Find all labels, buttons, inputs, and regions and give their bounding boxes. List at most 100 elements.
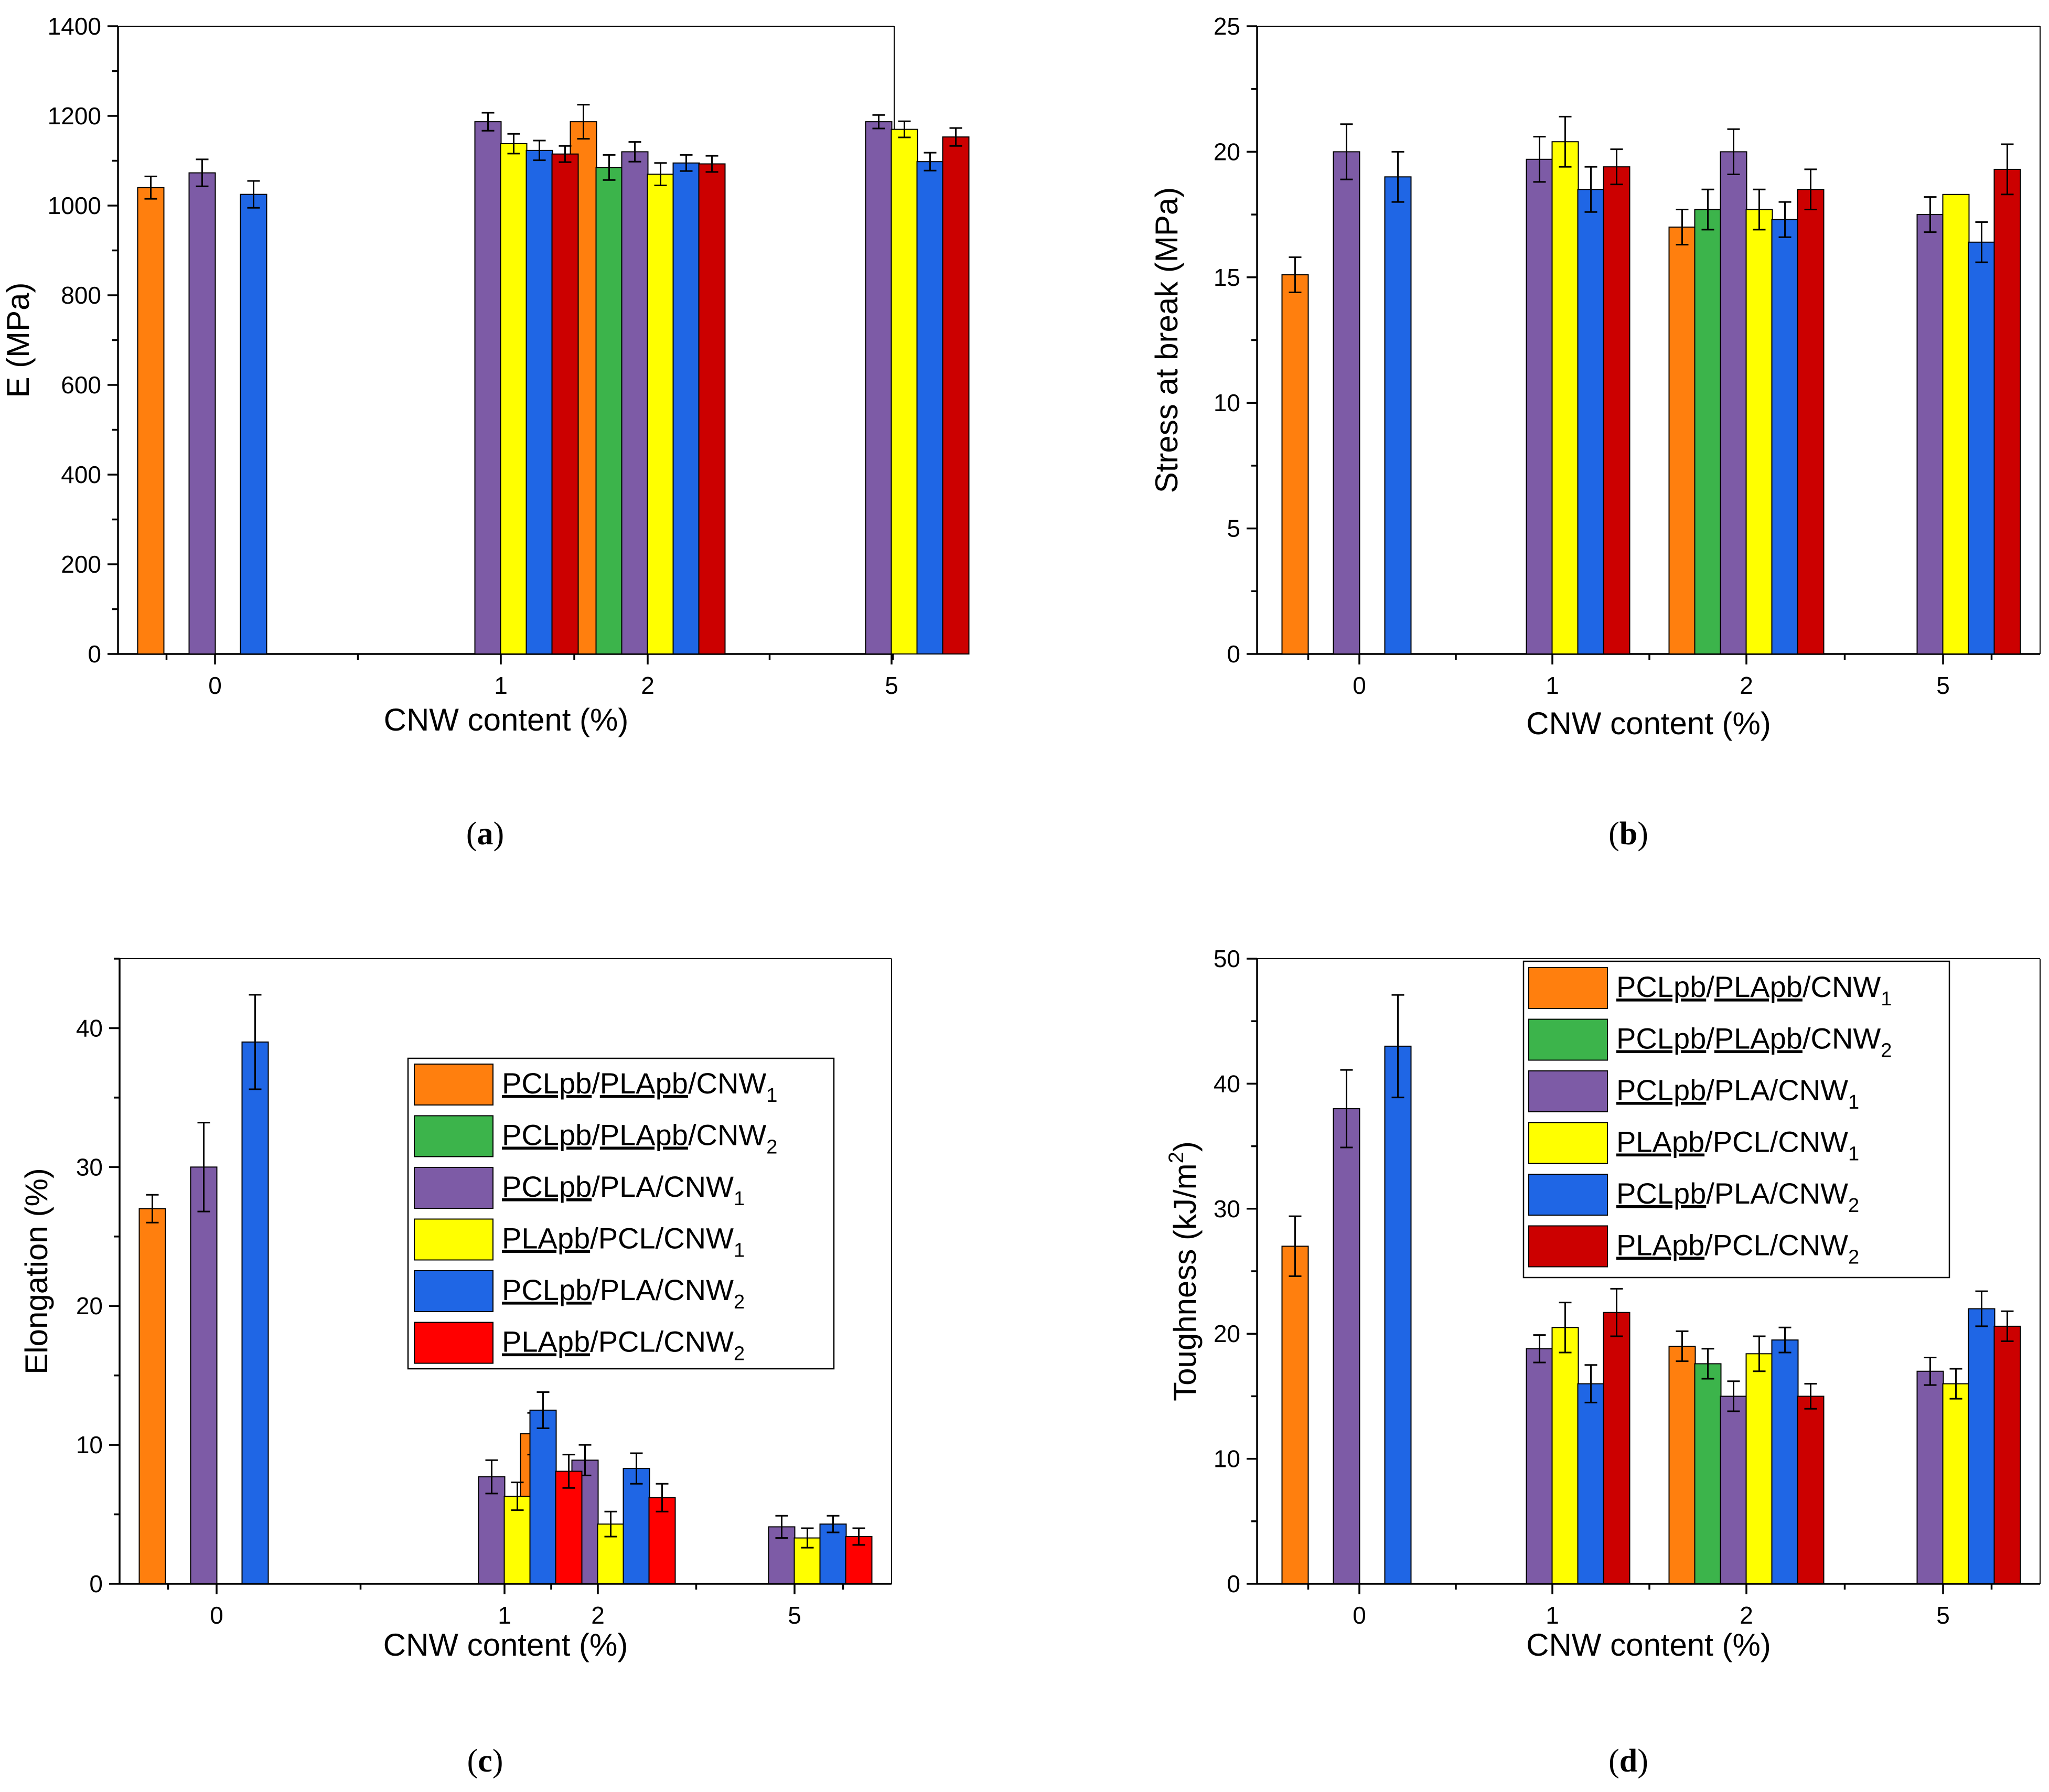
y-tick-label: 20	[76, 1292, 103, 1319]
legend-underlined-text: PCLpb	[1616, 1177, 1706, 1210]
bar	[1720, 151, 1747, 654]
legend-box	[407, 1057, 835, 1370]
legend-text-part: /PCL/CNW	[1704, 1229, 1848, 1262]
panel-c-chart: 0 10 20 30 40 0 1 2 5 CNW content (%) Elongation (…	[19, 958, 892, 1662]
bar	[623, 1468, 650, 1585]
bar	[1551, 141, 1579, 654]
x-tick-label: 1	[498, 1602, 511, 1629]
x-tick-label: 2	[1740, 1602, 1753, 1629]
x-axis-title: CNW content (%)	[384, 702, 629, 737]
legend-swatch	[414, 1064, 494, 1106]
y-tick-label: 0	[88, 640, 101, 668]
bar	[1384, 1045, 1412, 1584]
bar	[916, 161, 944, 654]
x-tick-label: 0	[210, 1602, 223, 1629]
legend-text-part: /CNW	[1803, 1022, 1881, 1055]
y-axis-title: Toughness (kJ/m2)	[1165, 1141, 1203, 1401]
bar	[500, 143, 528, 654]
bar	[1993, 1325, 2021, 1584]
legend-label: PCLpb/PLA/CNW1	[1616, 1074, 1859, 1113]
panel-d-chart: 0 10 20 30 40 50 0 1 2 5 CNW content (%) Toughness …	[1165, 945, 2041, 1662]
x-tick-label: 5	[885, 672, 898, 699]
y-tick-label: 1400	[48, 13, 101, 40]
legend-text-part: /PCL/CNW	[1704, 1125, 1848, 1158]
legend-label: PLApb/PCL/CNW2	[502, 1325, 745, 1365]
bar	[1551, 1327, 1579, 1585]
bar	[1333, 1108, 1360, 1585]
x-tick-label: 5	[788, 1602, 801, 1629]
bar	[942, 136, 970, 654]
legend-underlined-text: PCLpb	[1616, 1074, 1706, 1107]
bar	[190, 1166, 218, 1584]
bar	[672, 162, 700, 654]
legend-swatch	[1528, 967, 1608, 1009]
legend-underlined-text: PCLpb	[502, 1170, 592, 1203]
y-tick-label: 200	[61, 551, 101, 578]
bar	[551, 153, 579, 654]
bar	[1916, 1370, 1944, 1584]
legend-swatch	[414, 1167, 494, 1209]
legend-swatch	[1528, 1174, 1608, 1216]
y-tick-label: 10	[1214, 1445, 1240, 1473]
x-axis-title: CNW content (%)	[1526, 1627, 1771, 1662]
bar	[1797, 1396, 1825, 1584]
legend-subscript: 1	[734, 1188, 745, 1210]
legend-swatch	[1528, 1225, 1608, 1268]
bar	[1942, 1383, 1970, 1585]
y-axis-title: E (MPa)	[1, 282, 36, 398]
y-tick-label: 40	[76, 1014, 103, 1042]
y-tick-label: 400	[61, 461, 101, 488]
legend-label: PCLpb/PLA/CNW1	[502, 1170, 745, 1210]
bar	[621, 151, 649, 654]
bar	[1968, 241, 1996, 654]
legend-text-part: /PLA/CNW	[592, 1273, 734, 1306]
bar	[1281, 1246, 1309, 1585]
y-tick-label: 40	[1214, 1070, 1240, 1097]
bar	[529, 1409, 557, 1585]
bar	[1694, 1363, 1722, 1585]
legend-label: PCLpb/PLApb/CNW2	[1616, 1022, 1892, 1062]
legend-text-part: /PCL/CNW	[590, 1325, 734, 1358]
y-tick-label: 20	[1214, 138, 1240, 165]
legend-text-part: /PLA/CNW	[1706, 1074, 1848, 1107]
panel-label-a: (a)	[466, 816, 504, 852]
legend-swatch	[414, 1218, 494, 1261]
legend-label: PCLpb/PLA/CNW2	[502, 1273, 745, 1313]
legend-text-part: /CNW	[1803, 970, 1881, 1003]
bar	[1577, 1383, 1605, 1585]
y-tick-label: 800	[61, 282, 101, 309]
legend-text-part: /	[592, 1119, 600, 1152]
panel-a-chart: 0 200 400 600 800 1000 1200 1400 0 1 2 5 CNW content…	[1, 13, 970, 737]
legend-text-part: /PLA/CNW	[592, 1170, 734, 1203]
x-tick-label: 0	[1353, 672, 1366, 699]
y-tick-label: 0	[1227, 1570, 1240, 1597]
bar	[525, 149, 553, 654]
legend-underlined-text: PLApb	[600, 1119, 688, 1152]
y-tick-label: 30	[1214, 1195, 1240, 1222]
x-tick-label: 1	[1546, 1602, 1559, 1629]
bar	[1384, 176, 1412, 654]
legend-underlined-text: PLApb	[1714, 1022, 1803, 1055]
bar	[241, 1041, 269, 1584]
panel-label-d: (d)	[1608, 1743, 1648, 1779]
y-axis-title-sup: 2	[1165, 1152, 1188, 1163]
bar	[1797, 189, 1825, 655]
legend-underlined-text: PCLpb	[1616, 970, 1706, 1003]
bar	[647, 174, 674, 654]
bar	[1668, 227, 1696, 655]
bar	[1916, 214, 1944, 655]
bar	[1668, 1346, 1696, 1585]
legend-subscript: 2	[1848, 1247, 1859, 1269]
bar	[865, 121, 893, 655]
y-tick-label: 0	[89, 1570, 103, 1597]
bar	[1281, 274, 1309, 654]
legend-swatch	[414, 1270, 494, 1312]
panel-label-c: (c)	[467, 1743, 503, 1779]
legend-underlined-text: PCLpb	[502, 1273, 592, 1306]
bar	[1771, 219, 1799, 654]
bar	[1720, 1396, 1747, 1584]
bar	[1745, 209, 1773, 654]
legend-text-part: /	[592, 1067, 600, 1100]
